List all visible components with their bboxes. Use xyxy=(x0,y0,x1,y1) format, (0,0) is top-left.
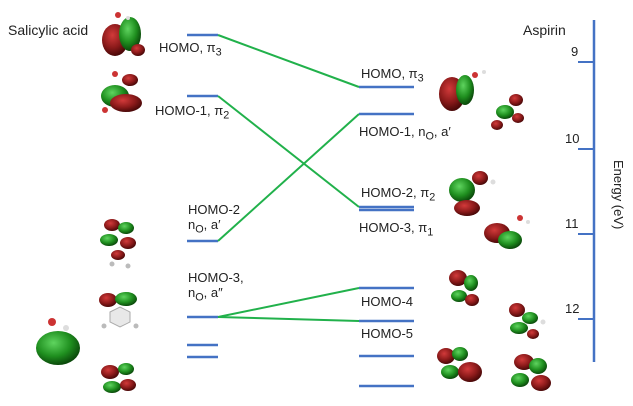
aspirin-title: Aspirin xyxy=(523,22,566,38)
salicylic-orbital-homo-2 xyxy=(100,219,136,269)
salicylic-orbital-homo-3 xyxy=(99,292,139,329)
connector-homo-2 xyxy=(217,113,360,242)
asp-label-homo-1: HOMO-1, nO, a′ xyxy=(359,124,451,143)
salicylic-acid-title: Salicylic acid xyxy=(8,22,89,38)
axis-tick-label: 9 xyxy=(571,44,579,59)
aspirin-orbital-homo-3 xyxy=(484,215,530,249)
asp-label-homo: HOMO, π3 xyxy=(361,66,424,85)
aspirin-orbital-homo xyxy=(439,70,524,130)
aspirin-orbital-homo-5 xyxy=(509,303,546,339)
connector-homo-3-b xyxy=(217,316,360,322)
asp-label-homo-3: HOMO-3, π1 xyxy=(359,220,434,239)
sa-label-homo-1: HOMO-1, π2 xyxy=(155,103,230,122)
aspirin-levels xyxy=(359,85,414,388)
salicylic-orbital-homo-1 xyxy=(101,71,142,113)
aspirin-orbital-homo-2 xyxy=(449,171,496,216)
sa-label-homo-2: HOMO-2 nO, a′ xyxy=(188,202,240,236)
asp-label-homo-5: HOMO-5 xyxy=(361,326,413,341)
connector-homo xyxy=(217,34,360,88)
asp-label-homo-2: HOMO-2, π2 xyxy=(361,185,436,204)
salicylic-orbital-homo xyxy=(102,12,145,56)
salicylic-orbital-homo-5 xyxy=(101,363,136,393)
energy-axis xyxy=(578,20,596,362)
connector-homo-1 xyxy=(217,95,360,208)
aspirin-orbital-homo-7 xyxy=(511,354,551,391)
correlation-lines xyxy=(217,34,360,322)
sa-label-homo-3: HOMO-3, nO, a″ xyxy=(188,270,244,304)
axis-tick-label: 11 xyxy=(565,216,579,231)
sa-label-homo: HOMO, π3 xyxy=(159,40,222,59)
axis-tick-label: 10 xyxy=(565,131,580,146)
aspirin-orbital-homo-6 xyxy=(437,347,482,382)
salicylic-orbital-homo-4 xyxy=(36,318,80,365)
connector-homo-3-a xyxy=(217,287,360,318)
axis-tick-label: 12 xyxy=(565,301,580,316)
aspirin-orbital-homo-4 xyxy=(449,270,479,306)
energy-axis-title: Energy (eV) xyxy=(611,160,626,230)
asp-label-homo-4: HOMO-4 xyxy=(361,294,413,309)
salicylic-acid-levels xyxy=(187,33,218,359)
